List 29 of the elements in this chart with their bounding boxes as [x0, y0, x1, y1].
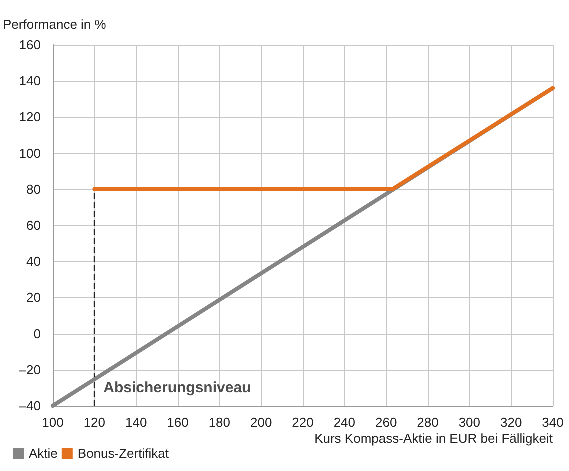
x-tick-label: 340: [542, 415, 564, 430]
y-tick-label: 0: [34, 326, 41, 342]
x-tick-label: 220: [292, 415, 314, 430]
y-tick-label: 20: [26, 290, 41, 306]
x-tick-label: 100: [42, 415, 64, 430]
x-tick-label: 180: [208, 415, 231, 430]
x-tick-label: 140: [125, 415, 148, 430]
y-tick-label: –20: [19, 362, 41, 378]
x-tick-label: 320: [500, 415, 522, 430]
x-axis-title: Kurs Kompass-Aktie in EUR bei Fälligkeit: [314, 431, 554, 446]
y-axis-title: Performance in %: [3, 17, 107, 32]
legend-label: Aktie: [29, 446, 58, 461]
y-tick-label: 40: [26, 254, 41, 270]
x-tick-label: 120: [84, 415, 106, 430]
x-tick-label: 240: [334, 415, 356, 430]
x-tick-label: 280: [417, 415, 439, 430]
x-tick-label: 300: [458, 415, 481, 430]
y-tick-label: 120: [19, 110, 41, 125]
x-tick-label: 160: [167, 415, 189, 430]
ref-line-label: Absicherungsniveau: [104, 380, 252, 396]
y-tick-label: 140: [19, 74, 41, 89]
x-tick-label: 260: [375, 415, 398, 430]
x-tick-label: 200: [250, 415, 272, 430]
y-tick-label: 60: [26, 218, 41, 233]
y-tick-label: 100: [19, 146, 41, 161]
legend-label: Bonus-Zertifikat: [78, 446, 170, 461]
y-tick-label: 160: [19, 38, 41, 52]
y-tick-label: –40: [19, 398, 41, 414]
y-tick-label: 80: [26, 182, 41, 197]
